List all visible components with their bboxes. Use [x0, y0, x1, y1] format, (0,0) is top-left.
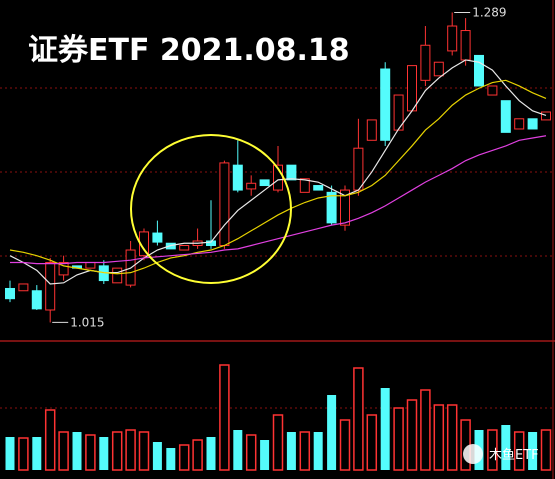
candle-body	[527, 118, 538, 130]
plot: 1.289 1.015	[5, 5, 552, 471]
candle-body	[85, 261, 96, 269]
candle-body	[433, 61, 444, 77]
volume-bar	[380, 388, 390, 470]
volume-bar	[206, 437, 216, 470]
candle-body	[18, 283, 29, 292]
candle-body	[340, 189, 350, 226]
candle-body	[407, 65, 417, 112]
volume-bar	[178, 444, 190, 471]
volume-bar	[420, 389, 431, 471]
moving-average	[9, 79, 547, 275]
candle-body	[299, 178, 310, 193]
candle-body	[232, 164, 243, 191]
candle-body	[259, 179, 270, 187]
volume-bar	[166, 448, 176, 470]
volume-bar	[501, 425, 511, 470]
candle-body	[420, 44, 431, 81]
volume-bar	[272, 414, 284, 471]
volume-bar	[327, 395, 337, 470]
candle-body	[380, 68, 391, 141]
volume-bar	[111, 431, 123, 471]
volume-bar	[18, 437, 29, 471]
volume-bar	[513, 431, 525, 471]
volume-bar	[446, 404, 458, 471]
volume-bar	[72, 432, 82, 470]
candle-body	[366, 119, 377, 141]
volume-bar	[433, 404, 445, 471]
volume-bar	[219, 364, 230, 471]
volume-bar	[540, 429, 552, 471]
volume-bar	[339, 419, 351, 471]
candle-body	[152, 232, 163, 243]
volume-bar	[528, 432, 538, 470]
candle-body	[500, 100, 511, 133]
volume-bar	[99, 437, 109, 470]
candle-body	[447, 25, 458, 52]
volume-bar	[233, 430, 243, 470]
volume-bar	[366, 414, 378, 471]
candle-body	[58, 261, 69, 276]
high-label: 1.289	[472, 5, 506, 19]
low-label: 1.015	[70, 315, 104, 329]
volume-bar	[313, 432, 323, 470]
volume-bar	[5, 437, 15, 470]
volume-bar	[58, 431, 69, 471]
candle-body	[206, 240, 216, 246]
volume-bar	[138, 431, 150, 471]
watermark-text: 木鱼ETF	[489, 447, 539, 463]
candle-body	[179, 244, 190, 251]
volume-bar	[406, 399, 418, 471]
volume-bar	[260, 440, 270, 470]
highlight-circle	[130, 134, 292, 284]
candle-body	[5, 287, 15, 300]
volume-bar	[299, 431, 311, 471]
volume-bar	[44, 409, 56, 471]
candle-body	[45, 261, 56, 311]
volume-bar	[32, 437, 42, 470]
volume-bar	[125, 429, 136, 471]
candle-body	[541, 111, 551, 121]
candle-body	[514, 118, 525, 130]
candle-body	[474, 54, 484, 87]
candle-body	[460, 30, 471, 61]
chart-title: 证券ETF 2021.08.18	[28, 33, 350, 68]
candle-body	[313, 185, 324, 191]
volume-bar	[192, 439, 203, 471]
candle-body	[487, 85, 498, 96]
volume-bar	[353, 367, 364, 471]
candle-body	[326, 191, 337, 224]
candle-body	[286, 164, 297, 181]
moving-average	[10, 135, 547, 265]
volume-bar	[152, 442, 162, 470]
candle-body	[31, 290, 42, 310]
candle-body	[353, 147, 364, 191]
volume-bar	[85, 434, 96, 471]
candle-body	[246, 182, 257, 190]
watermark-icon	[463, 444, 483, 464]
candle-body	[112, 267, 123, 284]
candle-body	[219, 162, 230, 246]
volume-bar	[286, 432, 296, 470]
volume-bar	[393, 407, 404, 471]
watermark: 木鱼ETF	[463, 444, 539, 464]
volume-bar	[487, 429, 498, 471]
volume-bar	[245, 434, 257, 471]
